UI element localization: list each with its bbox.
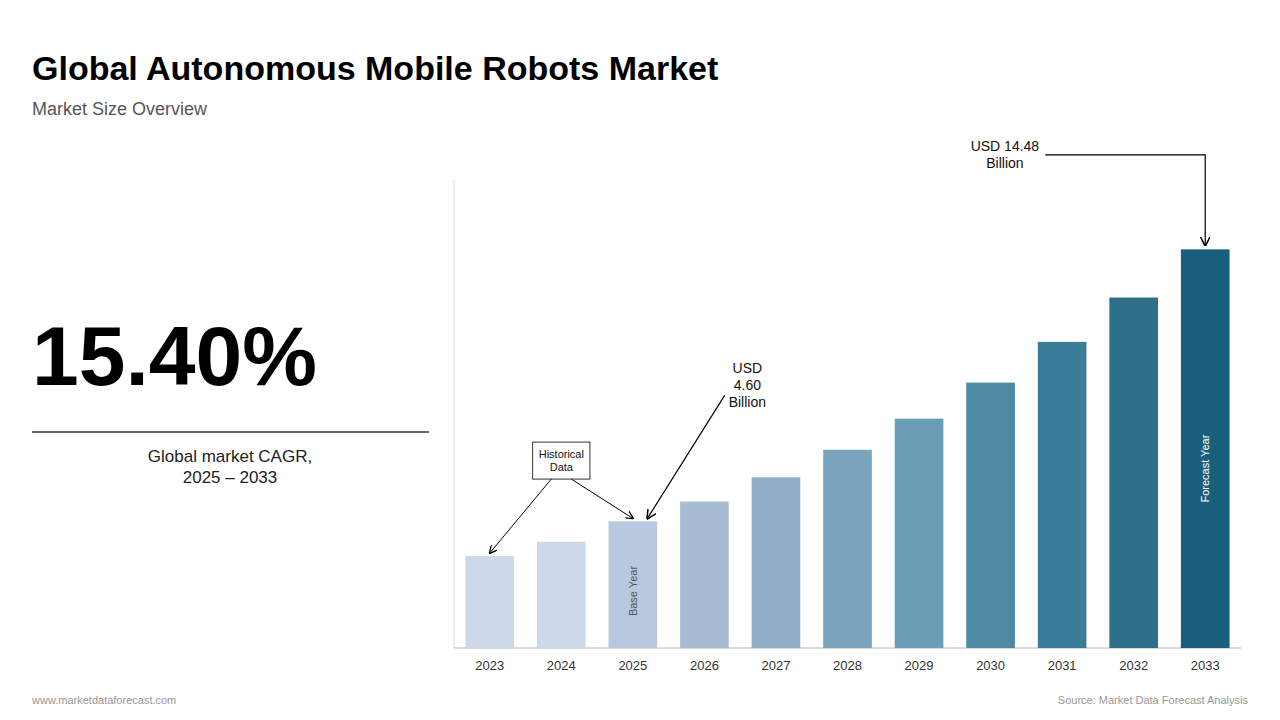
text-line: USD	[733, 360, 763, 376]
x-tick-label: 2029	[905, 658, 934, 673]
bar	[680, 502, 729, 648]
x-tick-label: 2026	[690, 658, 719, 673]
text-line: Historical	[539, 448, 584, 460]
title: Global Autonomous Mobile Robots Market	[32, 49, 718, 87]
callout-text: HistoricalData	[539, 448, 584, 473]
bar	[823, 450, 872, 648]
callout-arrow	[647, 395, 724, 518]
text-line: 4.60	[734, 377, 761, 393]
x-tick-label: 2023	[475, 658, 504, 673]
bar	[609, 521, 658, 648]
x-tick-label: 2027	[761, 658, 790, 673]
callout-arrow	[490, 479, 552, 553]
x-tick-label: 2025	[618, 658, 647, 673]
footer-right: Source: Market Data Forecast Analysis	[1058, 694, 1249, 706]
subtitle: Market Size Overview	[32, 99, 208, 119]
x-tick-label: 2031	[1048, 658, 1077, 673]
bar	[465, 556, 514, 648]
x-tick-label: 2033	[1191, 658, 1220, 673]
text-line: Billion	[729, 394, 766, 410]
bar	[537, 542, 586, 648]
bar	[895, 419, 944, 648]
annotations: USD4.60BillionHistoricalDataUSD 14.48Bil…	[490, 138, 1205, 553]
x-tick-label: 2024	[547, 658, 576, 673]
text-line: 2025 – 2033	[183, 468, 278, 487]
bar	[966, 383, 1015, 648]
cagr-value: 15.40%	[32, 309, 317, 403]
callout-text: USD4.60Billion	[729, 360, 766, 410]
callout-text: USD 14.48Billion	[971, 138, 1040, 171]
bar	[1181, 249, 1230, 648]
text-line: Global market CAGR,	[148, 447, 312, 466]
callout-box	[533, 442, 590, 479]
callout-arrow	[1045, 155, 1205, 246]
text-line: USD 14.48	[971, 138, 1040, 154]
inside-label: Forecast Year	[1199, 434, 1211, 502]
x-tick-label: 2030	[976, 658, 1005, 673]
footer-left: www.marketdataforecast.com	[31, 694, 176, 706]
x-tick-label: 2032	[1119, 658, 1148, 673]
text-line: Data	[550, 461, 574, 473]
bar	[752, 477, 801, 648]
y-axis-line	[454, 180, 455, 648]
callout-box-group: HistoricalData	[533, 442, 590, 479]
callout-arrow	[571, 479, 633, 518]
cagr-label: Global market CAGR, 2025 – 2033	[148, 447, 312, 487]
bar	[1109, 298, 1158, 648]
bar	[1038, 342, 1087, 648]
x-tick-label: 2028	[833, 658, 862, 673]
text-line: Billion	[986, 155, 1023, 171]
inside-label: Base Year	[627, 566, 639, 616]
bars	[465, 249, 1229, 648]
chart-canvas: Global Autonomous Mobile Robots Market Ma…	[0, 0, 1280, 720]
cagr-separator	[32, 431, 429, 433]
